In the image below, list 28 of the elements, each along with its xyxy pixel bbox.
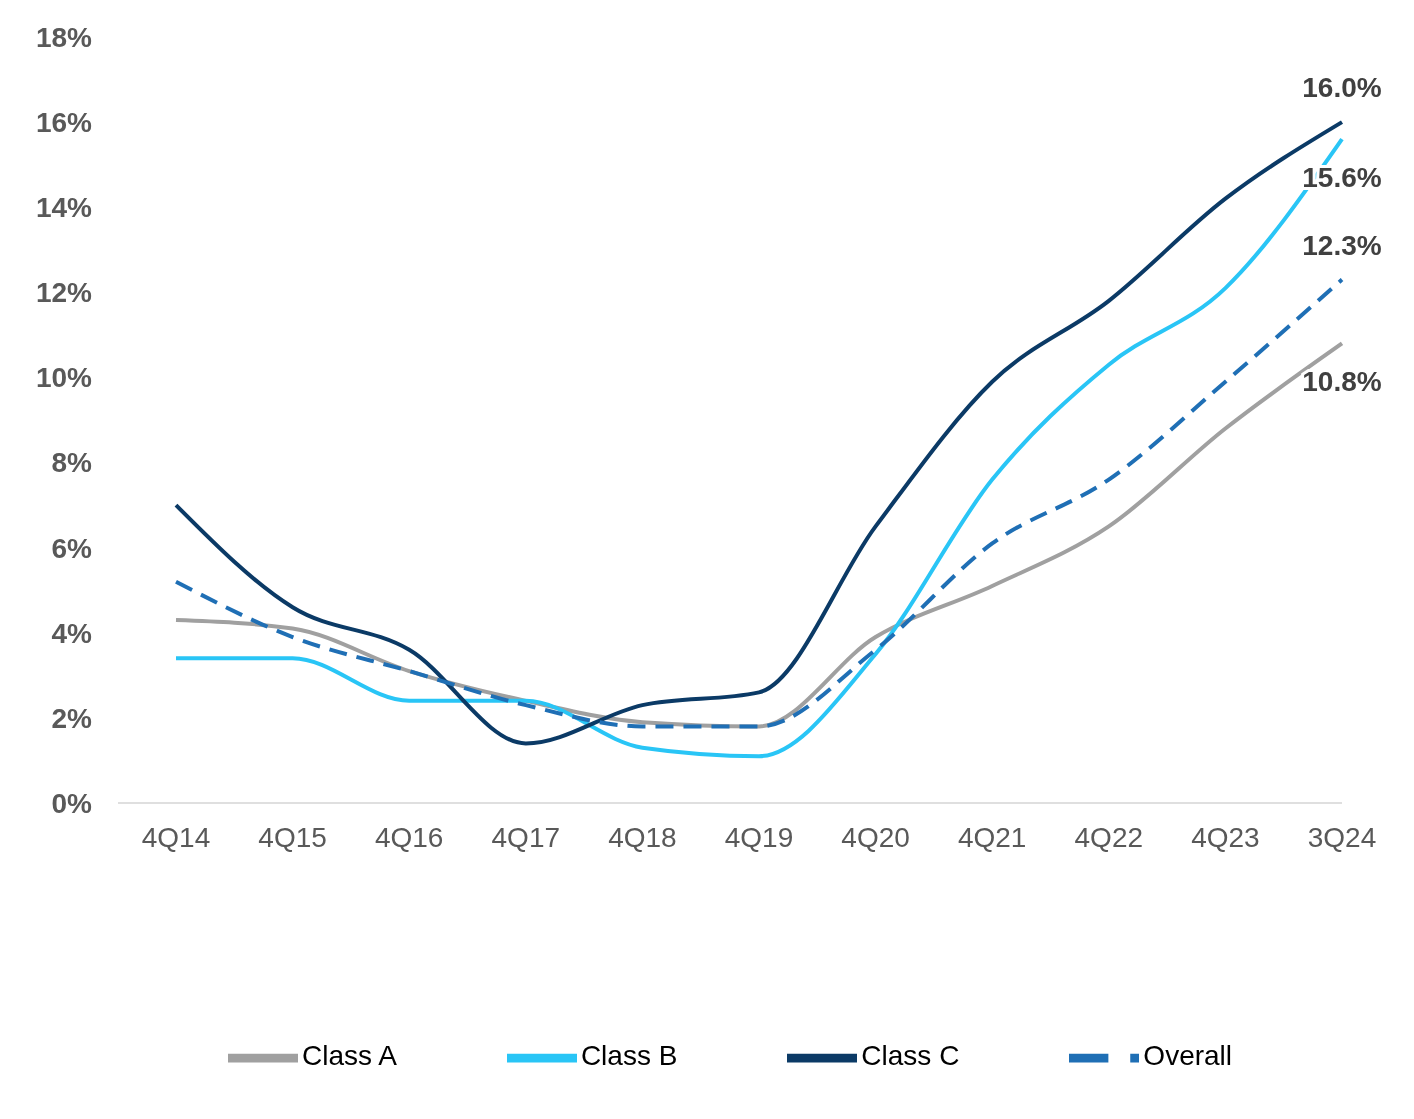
legend-label: Overall <box>1143 1040 1233 1072</box>
y-tick-label: 16% <box>35 107 93 139</box>
legend-label: Class B <box>580 1040 678 1072</box>
x-tick-label: 4Q20 <box>841 821 910 853</box>
data-label: 12.3% <box>1302 229 1382 261</box>
y-tick-label: 8% <box>51 447 93 479</box>
x-tick-label: 4Q23 <box>1191 821 1260 853</box>
data-label: 16.0% <box>1302 72 1382 104</box>
x-tick-label: 3Q24 <box>1307 821 1377 853</box>
legend-label: Class C <box>861 1040 960 1072</box>
data-label: 10.8% <box>1302 366 1382 398</box>
x-tick-label: 4Q21 <box>957 821 1027 853</box>
x-tick-label: 4Q15 <box>258 821 327 853</box>
y-tick-label: 10% <box>35 362 93 394</box>
y-tick-label: 0% <box>51 787 93 819</box>
y-tick-label: 18% <box>35 21 93 53</box>
x-tick-label: 4Q22 <box>1074 821 1144 853</box>
x-tick-label: 4Q18 <box>608 821 677 853</box>
y-tick-label: 12% <box>35 277 93 309</box>
x-tick-label: 4Q17 <box>491 821 561 853</box>
y-tick-label: 14% <box>35 192 93 224</box>
y-tick-label: 6% <box>51 532 93 564</box>
x-tick-label: 4Q14 <box>141 821 211 853</box>
x-tick-label: 4Q16 <box>374 821 444 853</box>
legend-label: Class A <box>301 1040 397 1072</box>
y-tick-label: 4% <box>51 617 93 649</box>
x-tick-label: 4Q19 <box>724 821 794 853</box>
y-tick-label: 2% <box>51 702 93 734</box>
